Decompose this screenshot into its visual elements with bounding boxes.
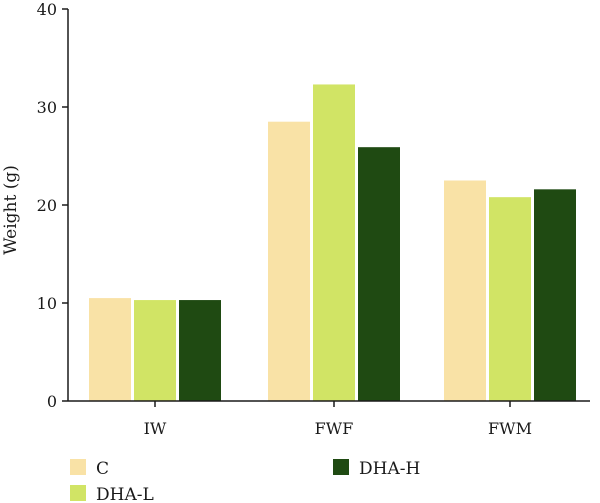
bar-iw-c: [89, 298, 131, 401]
y-tick-label: 10: [37, 294, 57, 313]
x-axis-ticks: IW FWF FWM: [144, 401, 532, 438]
bar-fwm-dha-h: [534, 189, 576, 401]
bar-iw-dha-h: [179, 300, 221, 401]
legend-swatch-dha-l: [70, 485, 86, 501]
legend-label-dha-h: DHA-H: [359, 459, 420, 479]
x-tick-label: IW: [144, 419, 167, 438]
bar-fwm-dha-l: [489, 197, 531, 401]
y-axis-ticks: 0 10 20 30 40: [37, 0, 68, 411]
legend-swatch-dha-h: [333, 459, 349, 475]
bars-layer: [89, 84, 576, 402]
x-tick-label: FWM: [488, 419, 532, 438]
x-tick-label: FWF: [315, 419, 354, 438]
y-tick-label: 40: [37, 0, 57, 19]
y-axis-title: Weight (g): [1, 165, 21, 255]
legend-swatch-c: [70, 459, 86, 475]
y-tick-label: 30: [37, 98, 57, 117]
bar-fwf-dha-l: [313, 84, 355, 402]
bar-fwf-dha-h: [358, 147, 400, 401]
bar-fwm-c: [444, 180, 486, 401]
y-tick-label: 0: [47, 392, 57, 411]
legend-label-dha-l: DHA-L: [96, 485, 154, 503]
legend: C DHA-L DHA-H: [70, 459, 420, 503]
y-tick-label: 20: [37, 196, 57, 215]
legend-label-c: C: [96, 459, 109, 479]
bar-fwf-c: [268, 121, 310, 401]
bar-iw-dha-l: [134, 300, 176, 401]
